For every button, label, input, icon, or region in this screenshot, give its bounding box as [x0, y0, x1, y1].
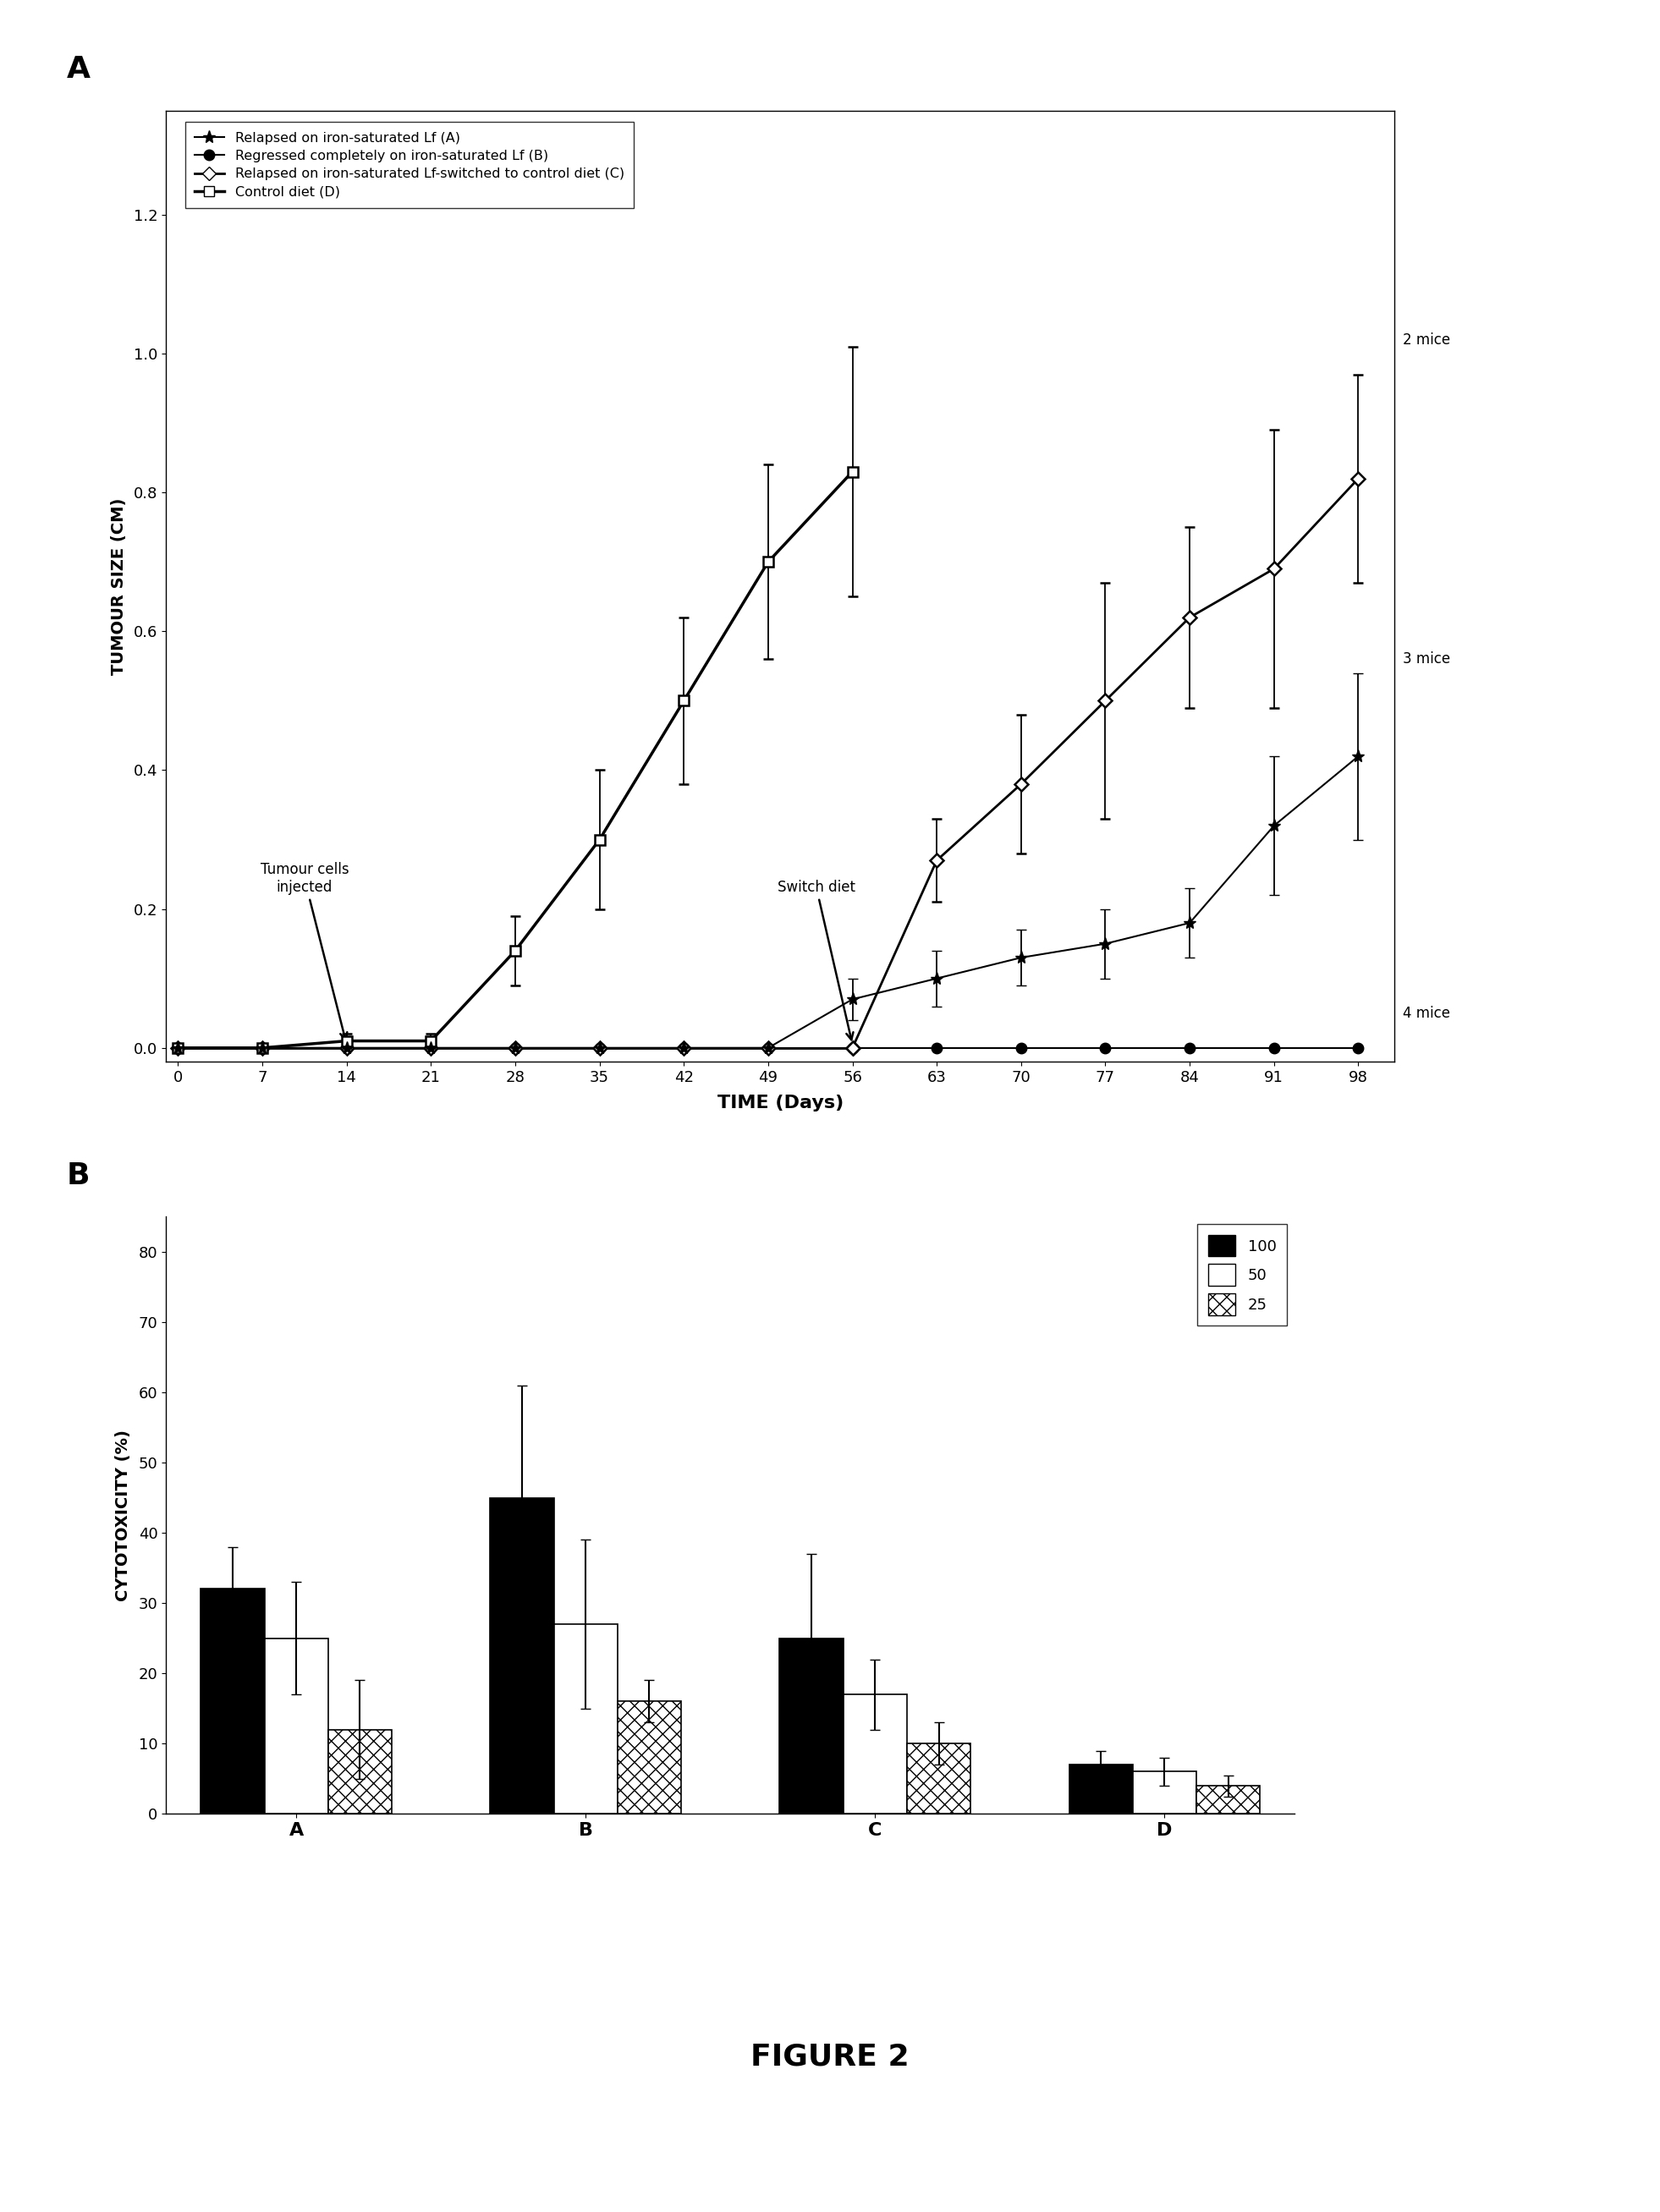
Bar [1197, 1785, 1260, 1814]
Text: FIGURE 2: FIGURE 2 [750, 2042, 910, 2073]
Bar [906, 1743, 971, 1814]
Bar [843, 1694, 906, 1814]
Bar [618, 1701, 681, 1814]
Text: Tumour cells
injected: Tumour cells injected [261, 863, 349, 1040]
Text: B: B [66, 1161, 90, 1190]
Bar [1069, 1765, 1132, 1814]
Bar [264, 1639, 329, 1814]
Bar [490, 1498, 554, 1814]
Bar [780, 1639, 843, 1814]
Bar [1132, 1772, 1197, 1814]
Text: 3 mice: 3 mice [1403, 653, 1451, 666]
Legend: Relapsed on iron-saturated Lf (A), Regressed completely on iron-saturated Lf (B): Relapsed on iron-saturated Lf (A), Regre… [184, 122, 634, 208]
Y-axis label: CYTOTOXICITY (%): CYTOTOXICITY (%) [116, 1429, 131, 1601]
Y-axis label: TUMOUR SIZE (CM): TUMOUR SIZE (CM) [111, 498, 126, 675]
Bar [554, 1624, 618, 1814]
Text: 4 mice: 4 mice [1403, 1006, 1451, 1020]
Bar [201, 1588, 264, 1814]
Text: 2 mice: 2 mice [1403, 332, 1451, 347]
X-axis label: TIME (Days): TIME (Days) [717, 1095, 843, 1110]
Text: A: A [66, 55, 90, 84]
Bar [329, 1730, 392, 1814]
Text: Switch diet: Switch diet [777, 880, 855, 1040]
Legend: 100, 50, 25: 100, 50, 25 [1197, 1223, 1286, 1325]
